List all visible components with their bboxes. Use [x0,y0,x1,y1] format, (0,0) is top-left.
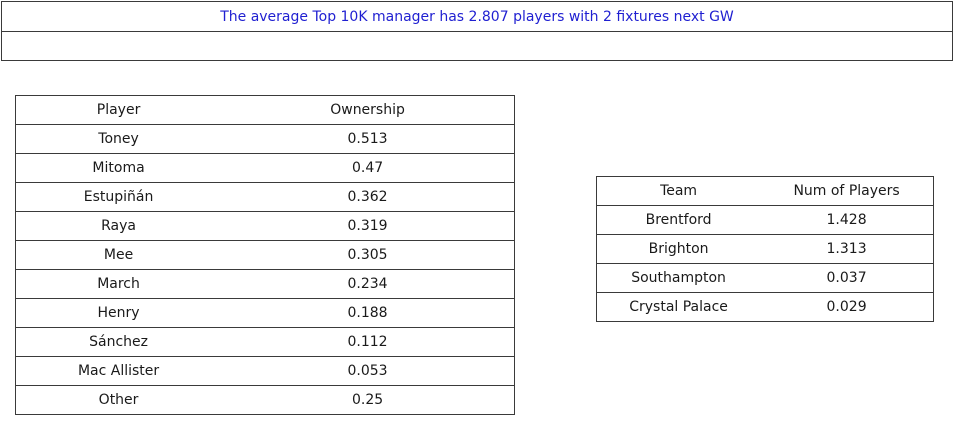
table-row: Sánchez 0.112 [15,327,515,357]
num-players-cell: 1.428 [760,205,934,235]
player-name-cell: Estupiñán [15,182,222,212]
table-row: Estupiñán 0.362 [15,182,515,212]
ownership-cell: 0.47 [221,153,515,183]
team-name-cell: Southampton [596,263,761,293]
table-row: Mac Allister 0.053 [15,356,515,386]
table-header-row: Team Num of Players [597,177,934,206]
player-name-cell: Mitoma [15,153,222,183]
table-header-row: Player Ownership [16,96,515,125]
column-header-player: Player [96,102,141,118]
player-name-cell: Henry [15,298,222,328]
table-row: Brighton 1.313 [596,234,934,264]
player-name-cell: Other [15,385,222,415]
ownership-cell: 0.188 [221,298,515,328]
column-header-num-players: Num of Players [793,183,900,199]
player-ownership-table: Player Ownership Toney 0.513 Mitoma 0.47… [15,95,515,415]
summary-banner: The average Top 10K manager has 2.807 pl… [1,1,953,61]
player-name-cell: Toney [15,124,222,154]
team-name-cell: Crystal Palace [596,292,761,322]
num-players-cell: 1.313 [760,234,934,264]
team-name-cell: Brighton [596,234,761,264]
table-row: Crystal Palace 0.029 [596,292,934,322]
ownership-cell: 0.053 [221,356,515,386]
column-header-ownership: Ownership [330,102,405,118]
player-name-cell: March [15,269,222,299]
ownership-cell: 0.305 [221,240,515,270]
team-name-cell: Brentford [596,205,761,235]
table-row: Raya 0.319 [15,211,515,241]
table-row: Brentford 1.428 [596,205,934,235]
num-players-cell: 0.029 [760,292,934,322]
column-header-team: Team [660,183,698,199]
ownership-cell: 0.362 [221,182,515,212]
summary-message: The average Top 10K manager has 2.807 pl… [220,8,734,25]
table-row: Mee 0.305 [15,240,515,270]
table-row: Henry 0.188 [15,298,515,328]
summary-empty-row [2,31,952,60]
num-players-cell: 0.037 [760,263,934,293]
player-name-cell: Sánchez [15,327,222,357]
table-row: Other 0.25 [15,385,515,415]
ownership-cell: 0.234 [221,269,515,299]
team-players-table: Team Num of Players Brentford 1.428 Brig… [596,176,934,322]
player-name-cell: Mac Allister [15,356,222,386]
ownership-cell: 0.25 [221,385,515,415]
player-name-cell: Mee [15,240,222,270]
ownership-cell: 0.513 [221,124,515,154]
table-row: Toney 0.513 [15,124,515,154]
table-row: March 0.234 [15,269,515,299]
player-name-cell: Raya [15,211,222,241]
ownership-cell: 0.112 [221,327,515,357]
table-row: Southampton 0.037 [596,263,934,293]
ownership-cell: 0.319 [221,211,515,241]
table-row: Mitoma 0.47 [15,153,515,183]
